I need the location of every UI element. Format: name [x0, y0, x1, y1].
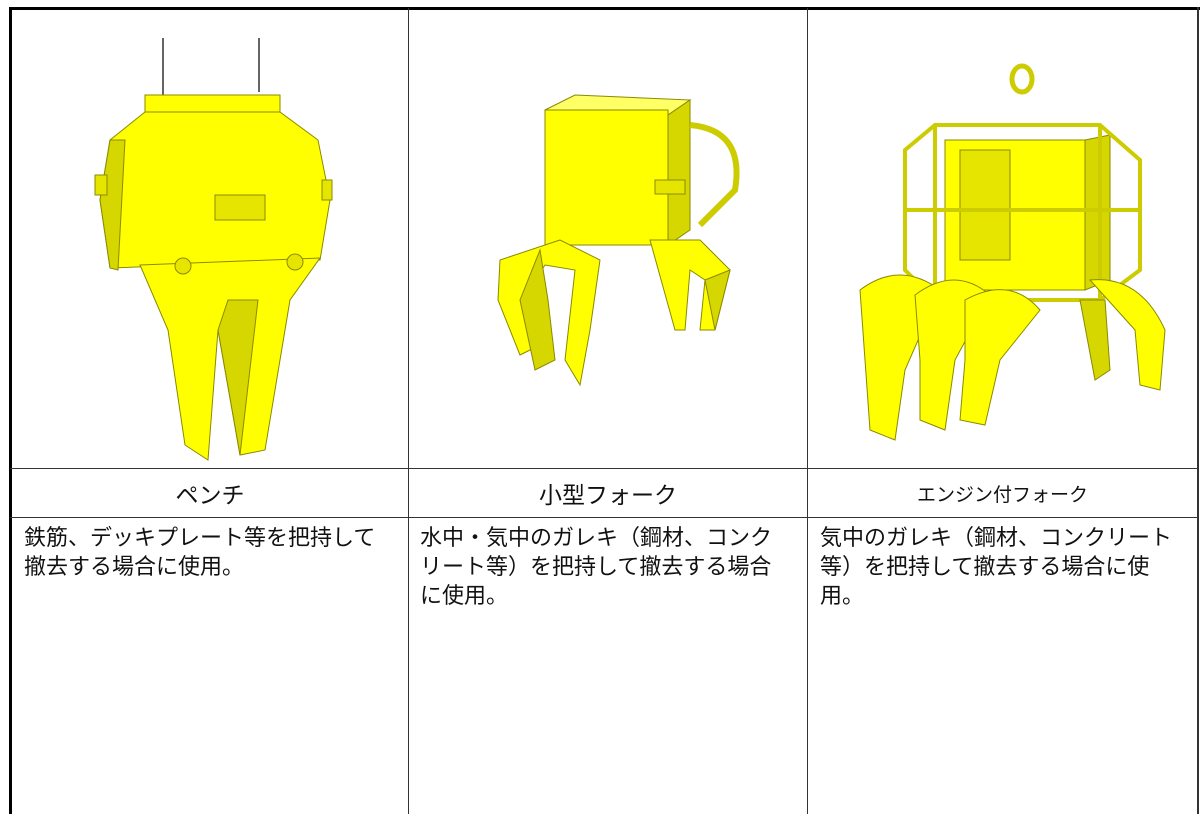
engine-fork-illustration [859, 63, 1166, 441]
name-cell: ペンチ [175, 483, 245, 509]
name-cell: 小型フォーク [539, 483, 677, 509]
illustrations [94, 38, 1166, 461]
column-divider [807, 8, 808, 814]
description-cell: 鉄筋、デッキプレート等を把持して撤去する場合に使用。 [24, 526, 376, 580]
row-divider [10, 517, 1199, 518]
pliers-illustration [94, 38, 333, 461]
table-border-left [9, 7, 12, 814]
table-border-right [1197, 7, 1199, 814]
table-border-top [9, 7, 1200, 10]
column-divider [408, 8, 409, 814]
name-cell: エンジン付フォーク [916, 483, 1088, 506]
small-fork-illustration [497, 94, 740, 387]
description-cell: 水中・気中のガレキ（鋼材、コンクリート等）を把持して撤去する場合に使用。 [420, 526, 773, 609]
row-divider [10, 468, 1199, 469]
description-cell: 気中のガレキ（鋼材、コンクリート等）を把持して撤去する場合に使用。 [820, 526, 1173, 609]
